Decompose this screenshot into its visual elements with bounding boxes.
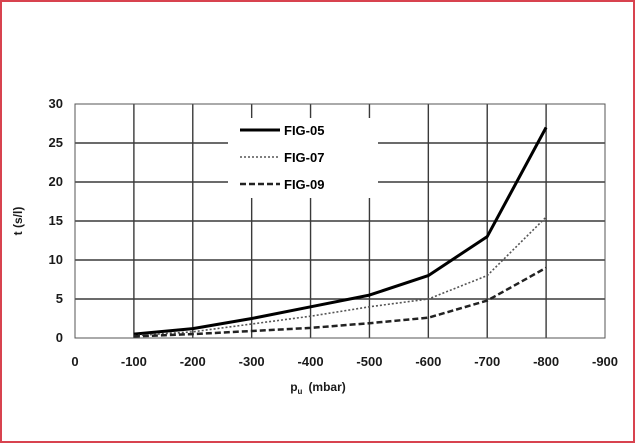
- legend: FIG-05 FIG-07 FIG-09: [228, 118, 378, 198]
- x-tick-label: -500: [356, 354, 382, 369]
- x-tick-label: -200: [180, 354, 206, 369]
- x-tick-label: -300: [239, 354, 265, 369]
- series-line-fig-05: [133, 126, 548, 336]
- series-line-fig-09: [133, 266, 547, 338]
- series-line-fig-07: [133, 216, 547, 337]
- x-axis-title: pu (mbar): [290, 380, 346, 396]
- series-lines: [133, 126, 548, 338]
- y-tick-label: 5: [56, 291, 63, 306]
- x-tick-label: -600: [415, 354, 441, 369]
- y-tick-label: 20: [49, 174, 63, 189]
- x-tick-label: -900: [592, 354, 618, 369]
- plot-area: [74, 103, 606, 339]
- y-tick-label: 15: [49, 213, 63, 228]
- tick-labels: 0 5 10 15 20 25 30 0 -100 -200 -300 -400 -500 -600 -70…: [49, 96, 618, 369]
- x-tick-label: -700: [474, 354, 500, 369]
- axes: [74, 103, 606, 339]
- axis-titles: pu (mbar) t (s/l): [11, 207, 346, 396]
- x-tick-label: -100: [121, 354, 147, 369]
- y-tick-label: 25: [49, 135, 63, 150]
- y-tick-label: 10: [49, 252, 63, 267]
- y-axis-title: t (s/l): [11, 207, 25, 236]
- legend-label-fig-05: FIG-05: [284, 123, 324, 138]
- legend-label-fig-09: FIG-09: [284, 177, 324, 192]
- x-tick-label: 0: [71, 354, 78, 369]
- legend-label-fig-07: FIG-07: [284, 150, 324, 165]
- y-tick-label: 0: [56, 330, 63, 345]
- y-tick-label: 30: [49, 96, 63, 111]
- x-tick-label: -400: [298, 354, 324, 369]
- x-tick-label: -800: [533, 354, 559, 369]
